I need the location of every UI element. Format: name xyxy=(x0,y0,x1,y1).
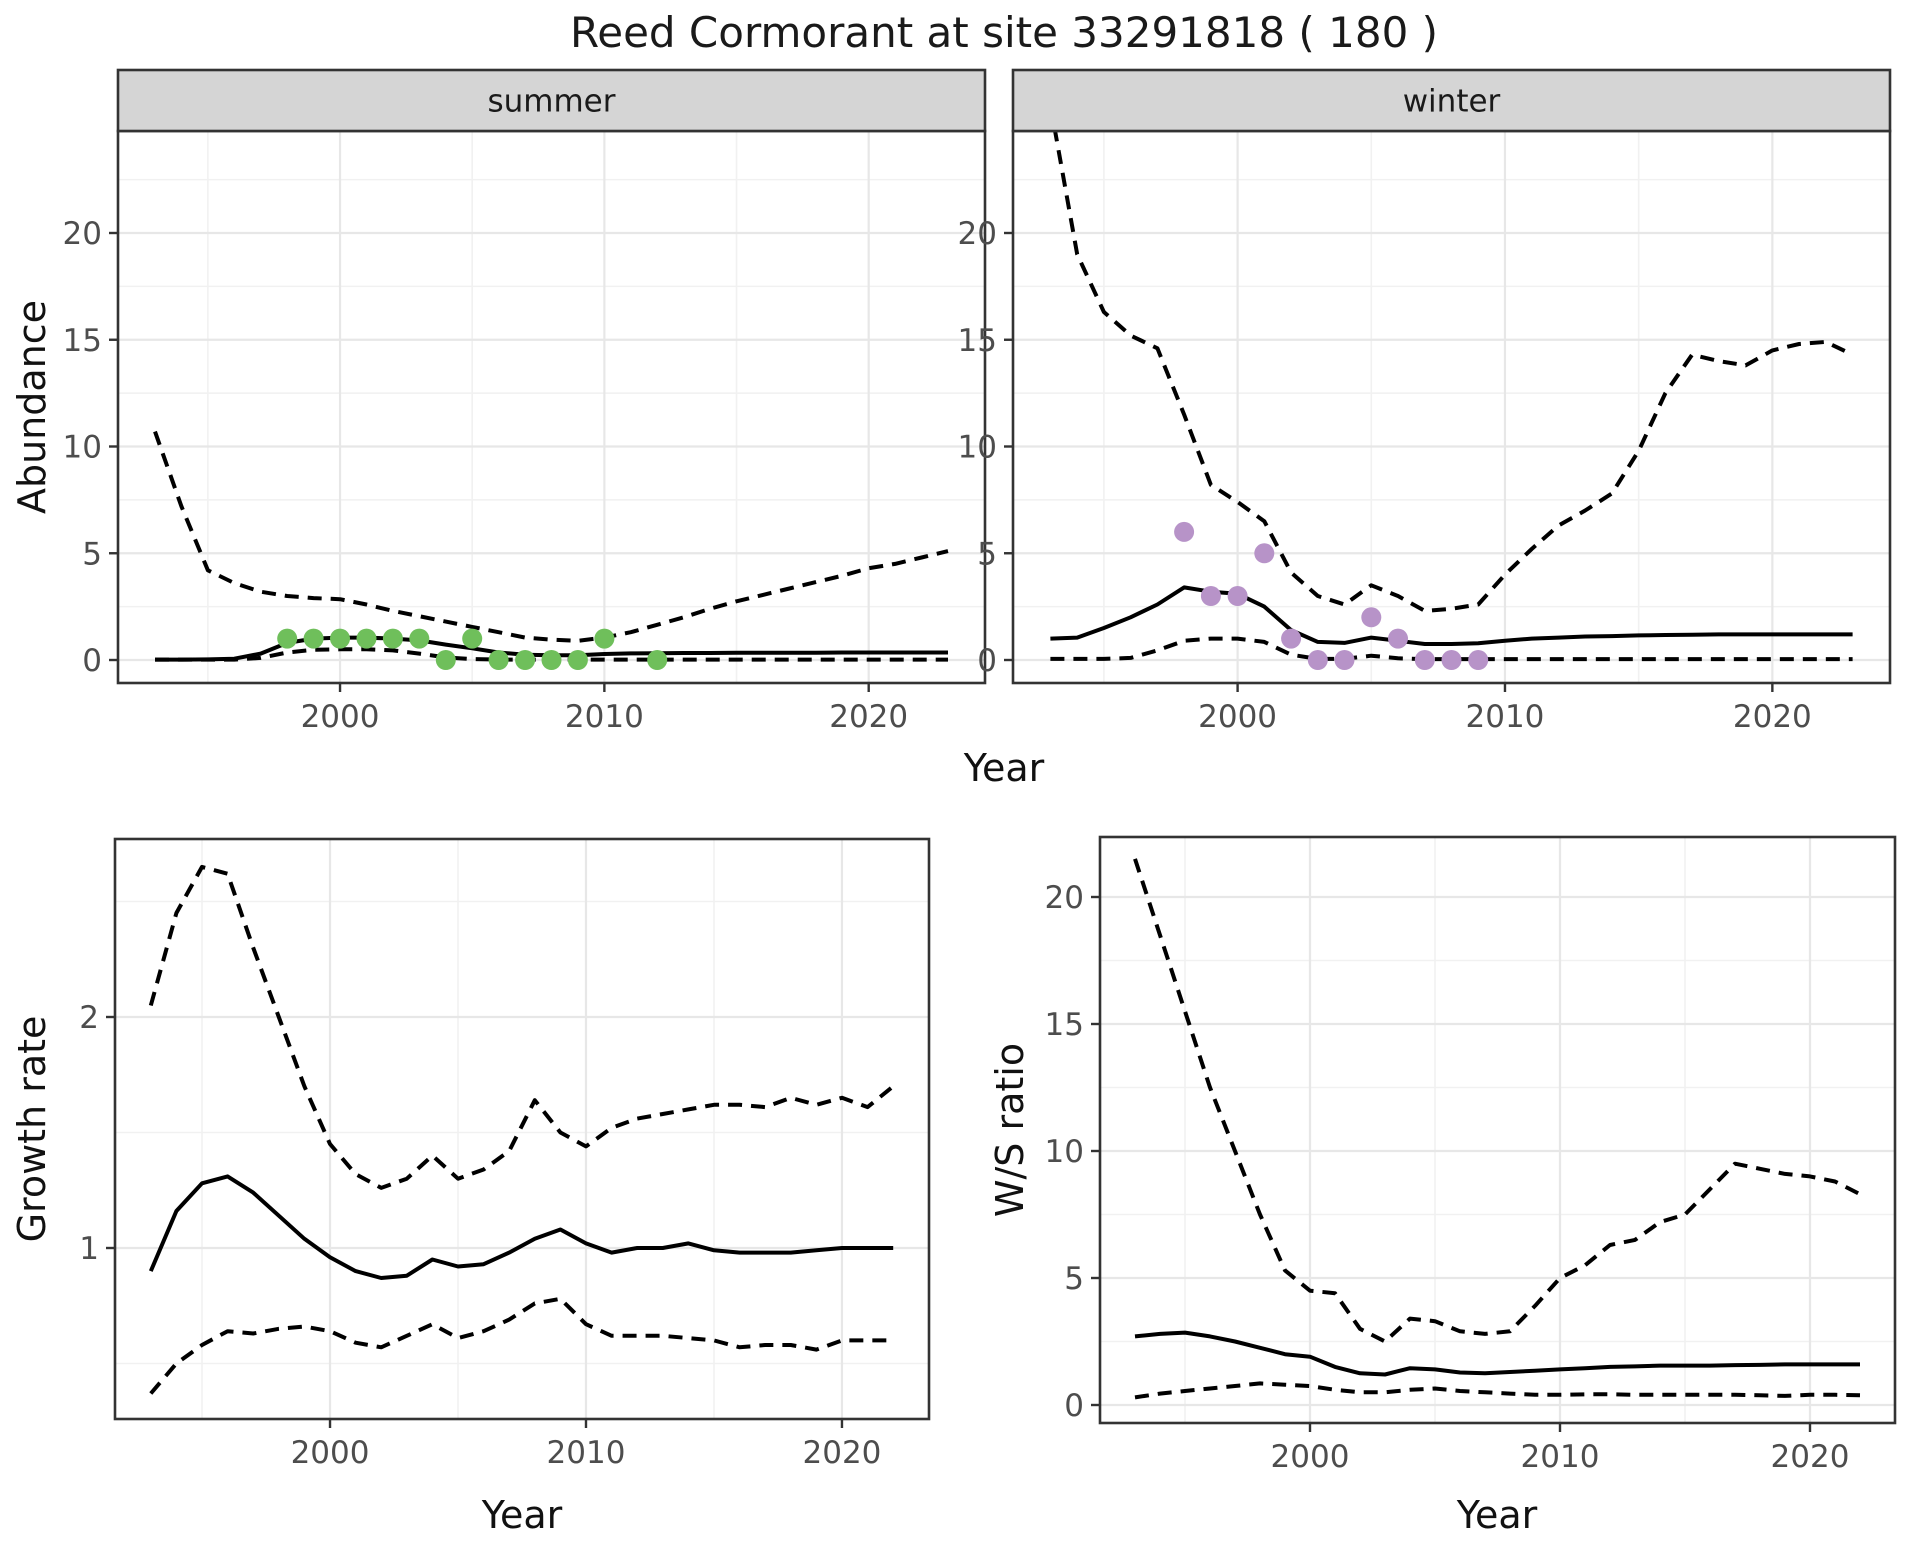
observation-point xyxy=(488,650,509,670)
y-tick-label: 0 xyxy=(1064,1388,1084,1424)
observation-point xyxy=(1468,650,1489,670)
x-tick-label: 2020 xyxy=(803,1435,882,1471)
observation-point xyxy=(594,628,615,649)
observation-point xyxy=(462,628,483,649)
fit-line xyxy=(1134,1330,1860,1377)
observation-point xyxy=(1307,650,1328,670)
x-tick-label: 2010 xyxy=(547,1435,626,1471)
observation-point xyxy=(303,628,324,649)
observation-point xyxy=(541,650,562,670)
observation-point xyxy=(1254,543,1275,564)
panel-ws-ratio: 2000 2010 2020 0 5 10 15 20 xyxy=(1045,835,1897,1475)
lower-ci-line xyxy=(1050,636,1853,662)
x-axis-title-year-ws: Year xyxy=(1456,1493,1538,1537)
observation-point xyxy=(567,650,588,670)
x-tick-label: 2020 xyxy=(1771,1439,1850,1475)
x-axis-title-year-growth: Year xyxy=(481,1493,563,1537)
y-tick-label: 20 xyxy=(63,216,102,252)
y-axis-title-growth-rate: Growth rate xyxy=(10,1015,54,1243)
upper-ci-line xyxy=(1133,858,1861,1344)
y-tick-label: 5 xyxy=(82,536,102,572)
observation-point xyxy=(515,650,536,670)
x-tick-label: 2000 xyxy=(1198,699,1277,735)
x-tick-label: 2020 xyxy=(829,699,908,735)
x-tick-label: 2000 xyxy=(291,1435,370,1471)
lower-ci-line xyxy=(149,1296,894,1395)
observation-point xyxy=(1227,586,1248,606)
upper-ci-line xyxy=(148,864,895,1190)
observation-point xyxy=(647,650,668,670)
observation-point xyxy=(382,628,403,649)
upper-ci-line xyxy=(153,430,949,643)
facet-strip-label: summer xyxy=(487,84,615,120)
x-axis-title-year-top: Year xyxy=(963,746,1045,790)
y-tick-label: 15 xyxy=(1045,1007,1084,1043)
y-axis-title-abundance: Abundance xyxy=(10,299,54,515)
facet-strip xyxy=(116,68,987,133)
panel-abundance-summer: 2000 2010 2020 0 5 10 15 20 summer xyxy=(63,68,987,735)
x-tick-label: 2010 xyxy=(565,699,644,735)
observation-point xyxy=(1414,650,1435,670)
observation-point xyxy=(1441,650,1462,670)
panel-abundance-winter: 2000 2010 2020 0 5 10 15 20 winter xyxy=(958,68,1892,735)
series-group xyxy=(153,430,949,670)
y-tick-label: 15 xyxy=(63,323,102,359)
observation-point xyxy=(356,628,377,649)
x-tick-label: 2010 xyxy=(1521,1439,1600,1475)
lower-ci-line xyxy=(1134,1381,1861,1400)
y-tick-label: 1 xyxy=(79,1231,99,1267)
panel-background xyxy=(1013,131,1890,683)
panel-border xyxy=(1098,835,1897,1425)
x-tick-label: 2010 xyxy=(1466,699,1545,735)
fit-line xyxy=(1050,585,1853,646)
observation-point xyxy=(435,650,456,670)
observation-point xyxy=(1200,586,1221,606)
fit-line xyxy=(148,1174,894,1280)
facet-strip-label: winter xyxy=(1403,84,1501,120)
y-tick-label: 5 xyxy=(1064,1261,1084,1297)
y-tick-label: 10 xyxy=(63,430,102,466)
facet-strip xyxy=(1011,68,1892,133)
y-tick-label: 0 xyxy=(977,643,997,679)
y-tick-label: 20 xyxy=(1045,880,1084,916)
upper-ci-line xyxy=(1053,131,1854,613)
panel-background xyxy=(1100,837,1895,1423)
y-tick-label: 10 xyxy=(958,430,997,466)
series-group xyxy=(148,864,895,1395)
y-tick-label: 20 xyxy=(958,216,997,252)
observation-point xyxy=(277,628,298,649)
x-tick-label: 2000 xyxy=(1271,1439,1350,1475)
observation-point xyxy=(330,628,350,649)
series-group xyxy=(1133,858,1861,1400)
y-axis-title-ws-ratio: W/S ratio xyxy=(988,1042,1032,1218)
observation-point xyxy=(1361,607,1382,628)
y-tick-label: 15 xyxy=(958,323,997,359)
y-tick-label: 0 xyxy=(82,643,102,679)
y-tick-label: 10 xyxy=(1045,1134,1084,1170)
y-tick-label: 2 xyxy=(79,1000,99,1036)
observation-point xyxy=(1334,650,1355,670)
observation-point xyxy=(1174,521,1195,542)
observation-point xyxy=(409,628,430,649)
panel-border xyxy=(113,837,931,1421)
series-group xyxy=(1050,131,1854,670)
panel-growth-rate: 2000 2010 2020 1 2 xyxy=(79,837,931,1471)
chart-title: Reed Cormorant at site 33291818 ( 180 ) xyxy=(569,8,1439,57)
observation-point xyxy=(1388,628,1408,649)
panel-background xyxy=(118,131,985,683)
observation-point xyxy=(1281,628,1302,649)
x-tick-label: 2020 xyxy=(1733,699,1812,735)
x-tick-label: 2000 xyxy=(301,699,380,735)
y-tick-label: 5 xyxy=(977,536,997,572)
